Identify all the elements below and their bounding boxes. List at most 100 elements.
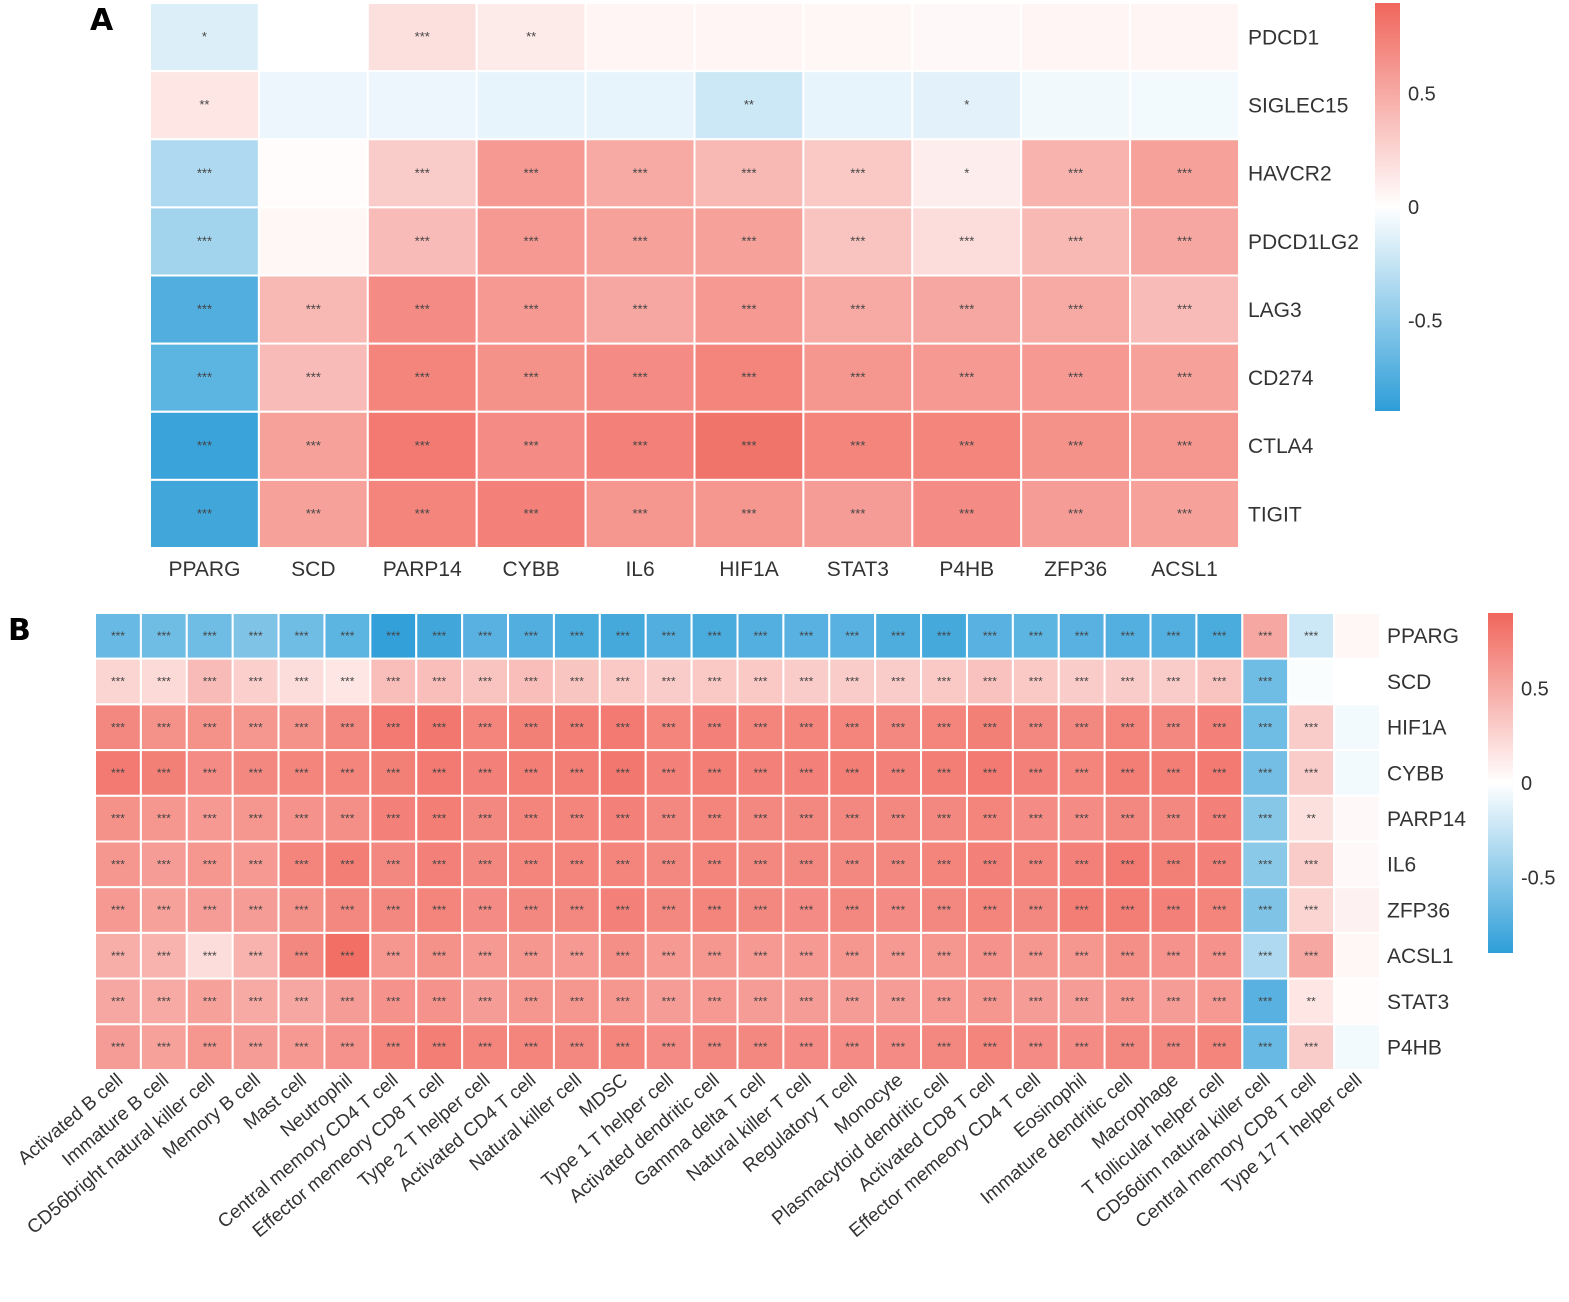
panel-b-significance-label: *** bbox=[386, 857, 400, 871]
panel-b-cell bbox=[1195, 1023, 1244, 1072]
panel-b-cell bbox=[644, 657, 693, 706]
panel-a-cell bbox=[366, 410, 478, 481]
panel-a-significance-label: *** bbox=[632, 302, 647, 317]
panel-a-cell bbox=[1020, 410, 1132, 481]
panel-b-significance-label: *** bbox=[295, 994, 309, 1008]
panel-b-significance-label: *** bbox=[1212, 675, 1226, 689]
panel-b-significance-label: *** bbox=[432, 720, 446, 734]
panel-b-cell bbox=[369, 657, 418, 706]
panel-b-significance-label: *** bbox=[753, 766, 767, 780]
panel-b-cell bbox=[1149, 977, 1198, 1026]
panel-b-significance-label: *** bbox=[1121, 949, 1135, 963]
panel-b-significance-label: *** bbox=[249, 629, 263, 643]
panel-b-cell bbox=[1149, 657, 1198, 706]
panel-b-cell bbox=[1333, 840, 1382, 889]
panel-b-significance-label: *** bbox=[708, 903, 722, 917]
panel-b-significance-label: *** bbox=[799, 812, 813, 826]
panel-b-cell bbox=[736, 612, 785, 660]
panel-a-significance-label: *** bbox=[959, 370, 974, 385]
panel-a-significance-label: *** bbox=[524, 438, 539, 453]
panel-b-significance-label: *** bbox=[157, 720, 171, 734]
panel-a-cell bbox=[802, 274, 914, 345]
panel-a-colorbar-gradient bbox=[1375, 3, 1400, 411]
panel-b-cell bbox=[1103, 840, 1152, 889]
panel-b-significance-label: *** bbox=[203, 812, 217, 826]
panel-b-colorbar: 0.5 0 -0.5 bbox=[1488, 613, 1555, 953]
panel-b-significance-label: *** bbox=[478, 812, 492, 826]
panel-a-row-label-havcr2: HAVCR2 bbox=[1248, 163, 1332, 186]
panel-b-significance-label: *** bbox=[1075, 812, 1089, 826]
panel-b-significance-label: *** bbox=[524, 1040, 538, 1054]
panel-b-significance-label: *** bbox=[799, 857, 813, 871]
panel-b-cell bbox=[369, 886, 418, 934]
panel-b-row-label-scd: SCD bbox=[1387, 671, 1431, 694]
panel-b-cell bbox=[828, 794, 877, 843]
panel-b-significance-label: *** bbox=[799, 675, 813, 689]
panel-b-colorbar-tick-label: 0 bbox=[1521, 773, 1532, 795]
panel-b-cell bbox=[415, 657, 464, 706]
panel-b-significance-label: *** bbox=[845, 1040, 859, 1054]
panel-b-significance-label: *** bbox=[799, 766, 813, 780]
panel-b-significance-label: *** bbox=[111, 903, 125, 917]
panel-a-column-label-hif1a: HIF1A bbox=[719, 558, 779, 581]
panel-b-row-label-stat3: STAT3 bbox=[1387, 991, 1449, 1014]
panel-b-cell bbox=[461, 886, 510, 934]
panel-a-cell bbox=[802, 206, 914, 277]
panel-b-cell bbox=[690, 612, 739, 660]
panel-b-cell bbox=[185, 612, 234, 660]
panel-b-significance-label: *** bbox=[432, 949, 446, 963]
panel-a-cell bbox=[1129, 478, 1240, 549]
panel-b-significance-label: *** bbox=[1029, 994, 1043, 1008]
panel-a-significance-label: *** bbox=[741, 165, 756, 180]
panel-a-cell bbox=[149, 2, 260, 73]
panel-b-cell bbox=[1057, 1023, 1106, 1072]
panel-b-significance-label: *** bbox=[340, 812, 354, 826]
panel-b-significance-label: *** bbox=[570, 949, 584, 963]
panel-b-significance-label: *** bbox=[708, 812, 722, 826]
panel-a-significance-label: *** bbox=[1177, 302, 1192, 317]
panel-b-cell bbox=[1287, 612, 1336, 660]
panel-b-cell bbox=[1333, 977, 1382, 1026]
panel-b-cell bbox=[507, 612, 555, 660]
panel-b-significance-label: *** bbox=[1166, 903, 1180, 917]
panel-b-significance-label: *** bbox=[937, 675, 951, 689]
panel-a-significance-label: *** bbox=[524, 233, 539, 248]
panel-a-significance-label: *** bbox=[306, 506, 321, 521]
panel-b-significance-label: *** bbox=[616, 949, 630, 963]
panel-a-significance-label: *** bbox=[1177, 233, 1192, 248]
panel-b-cell bbox=[874, 612, 923, 660]
panel-b-significance-label: *** bbox=[432, 857, 446, 871]
panel-b-significance-label: *** bbox=[753, 994, 767, 1008]
panel-b-significance-label: *** bbox=[1258, 766, 1272, 780]
panel-b-cell bbox=[507, 840, 555, 889]
panel-b-significance-label: *** bbox=[478, 994, 492, 1008]
panel-b-cell bbox=[1241, 794, 1290, 843]
panel-a-column-label-p4hb: P4HB bbox=[939, 558, 994, 581]
panel-b-significance-label: *** bbox=[937, 720, 951, 734]
panel-b-significance-label: *** bbox=[983, 903, 997, 917]
panel-a-significance-label: *** bbox=[1068, 302, 1083, 317]
panel-b-significance-label: *** bbox=[1166, 720, 1180, 734]
panel-a-cell bbox=[475, 274, 587, 345]
panel-b-cell bbox=[828, 977, 877, 1026]
panel-b-cell bbox=[1333, 657, 1382, 706]
panel-b-cell bbox=[277, 612, 326, 660]
panel-a-cell bbox=[257, 342, 369, 413]
panel-b-cell bbox=[552, 931, 601, 980]
panel-a-significance-label: ** bbox=[744, 97, 754, 112]
panel-b-significance-label: *** bbox=[1029, 720, 1043, 734]
panel-b-significance-label: *** bbox=[753, 857, 767, 871]
panel-a-significance-label: *** bbox=[197, 302, 212, 317]
panel-b-cell bbox=[1333, 612, 1382, 660]
panel-b-cell bbox=[1195, 657, 1244, 706]
panel-a-significance-label: *** bbox=[306, 370, 321, 385]
panel-a-significance-label: *** bbox=[197, 165, 212, 180]
panel-b-letter: B bbox=[8, 613, 31, 648]
panel-b-significance-label: *** bbox=[524, 766, 538, 780]
panel-b-significance-label: *** bbox=[753, 1040, 767, 1054]
panel-b-cell bbox=[231, 703, 280, 752]
panel-b-cell bbox=[598, 977, 647, 1026]
panel-b-cell bbox=[598, 657, 647, 706]
panel-a-cell bbox=[911, 70, 1023, 141]
panel-b-cell bbox=[415, 612, 464, 660]
